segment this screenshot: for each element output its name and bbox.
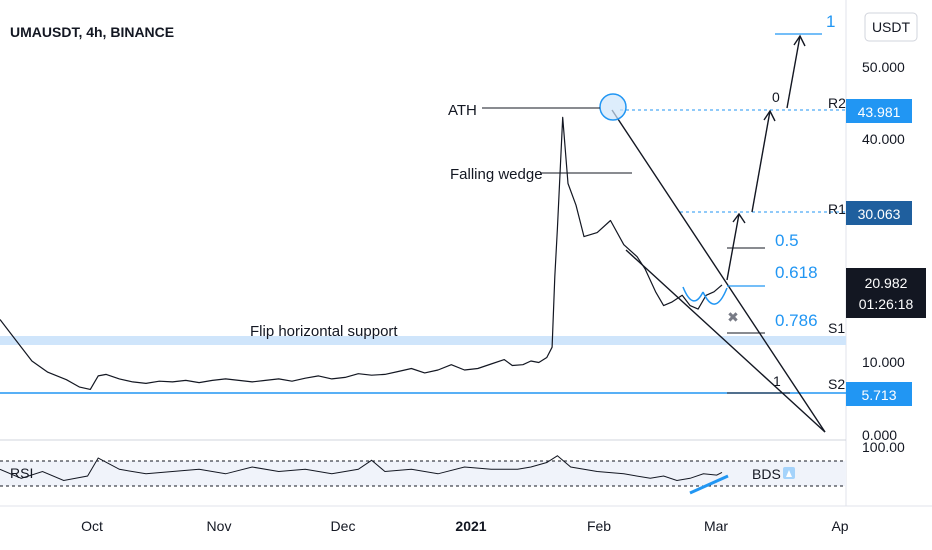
- fib-label-one: 1: [773, 373, 781, 389]
- bds-label: BDS: [752, 466, 781, 482]
- arrow-head-r1: [732, 212, 746, 224]
- rsi-tick-100: 100.00: [862, 439, 905, 455]
- ath-circle: [599, 93, 627, 121]
- wedge-upper-line: [611, 109, 826, 433]
- x-tick-oct: Oct: [81, 518, 103, 534]
- arrow-head-top: [793, 34, 806, 47]
- wedge-label: Falling wedge: [450, 166, 543, 183]
- s2-label: S2: [828, 376, 845, 392]
- arrow-to-r2: [751, 110, 771, 213]
- x-tick-dec: Dec: [331, 518, 356, 534]
- x-tick-mar: Mar: [704, 518, 728, 534]
- r1-price-value: 30.063: [858, 206, 901, 222]
- r2-price-badge: [846, 99, 912, 123]
- arrow-head-r2: [763, 109, 776, 122]
- chart-title: UMAUSDT, 4h, BINANCE: [10, 24, 174, 40]
- price-line: [0, 116, 723, 390]
- fib-label-zero: 0: [772, 89, 780, 105]
- r2-price-value: 43.981: [858, 104, 901, 120]
- projection-arrows: [726, 34, 806, 281]
- arrow-to-r1: [726, 213, 740, 281]
- r1-label: R1: [828, 201, 846, 217]
- r2-label: R2: [828, 95, 846, 111]
- candle-countdown: 01:26:18: [859, 296, 914, 312]
- y-tick-0: 0.000: [862, 427, 897, 443]
- s1-label: S1: [828, 320, 845, 336]
- y-tick-40: 40.000: [862, 131, 905, 147]
- currency-button-label: USDT: [872, 19, 911, 35]
- fib-label-786: 0.786: [775, 311, 818, 330]
- x-tick-2021: 2021: [455, 518, 486, 534]
- flip-support-label: Flip horizontal support: [250, 323, 398, 340]
- y-tick-10: 10.000: [862, 354, 905, 370]
- x-tick-apr: Ap: [831, 518, 848, 534]
- fib-label-top: 1: [826, 12, 835, 31]
- fib-label-half: 0.5: [775, 231, 799, 250]
- wedge-lower-line: [625, 249, 826, 433]
- cup-left: [682, 286, 704, 302]
- bds-triangle-icon: [786, 470, 792, 477]
- support-zone: [0, 336, 846, 345]
- y-tick-50: 50.000: [862, 59, 905, 75]
- arrow-to-top: [786, 35, 801, 109]
- fib-label-618: 0.618: [775, 263, 818, 282]
- rsi-line: [0, 455, 723, 482]
- currency-button[interactable]: [864, 12, 918, 42]
- cup-right: [702, 287, 728, 305]
- r1-price-badge: [846, 201, 912, 225]
- s2-price-badge: [846, 382, 912, 406]
- s2-price-value: 5.713: [861, 387, 896, 403]
- ath-label: ATH: [448, 102, 477, 119]
- x-tick-nov: Nov: [207, 518, 232, 534]
- current-price-badge: [846, 268, 926, 318]
- current-price-value: 20.982: [865, 275, 908, 291]
- rsi-label: RSI: [10, 465, 33, 481]
- rsi-trendline: [689, 474, 729, 495]
- x-mark-icon: ✖: [727, 309, 739, 325]
- x-tick-feb: Feb: [587, 518, 611, 534]
